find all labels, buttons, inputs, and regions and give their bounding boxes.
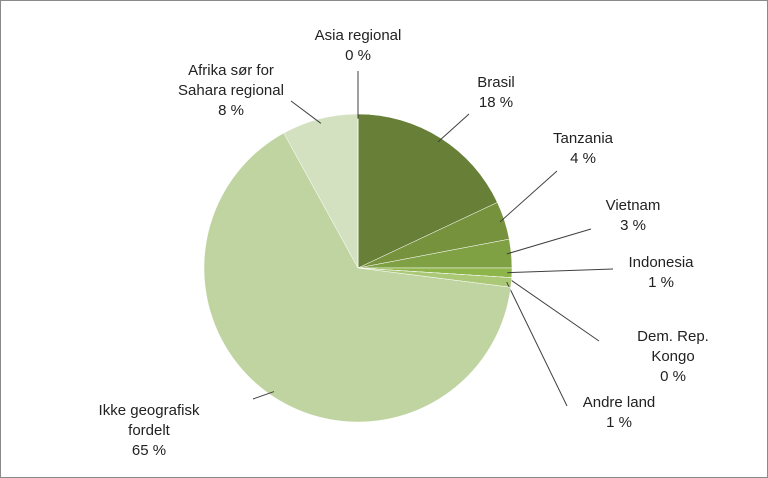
data-label: Indonesia 1 % <box>628 253 693 293</box>
pie-slice <box>203 132 512 423</box>
leader-line <box>506 228 592 255</box>
slice-name: Asia regional <box>314 27 402 44</box>
data-label: Dem. Rep. Kongo 0 % <box>626 327 720 387</box>
slice-name: Ikke geografisk fordelt <box>98 402 200 439</box>
slice-name: Vietnam <box>605 197 661 214</box>
slice-value: 1 % <box>606 414 632 431</box>
data-label: Vietnam 3 % <box>606 196 661 236</box>
slice-value: 8 % <box>218 102 244 119</box>
slice-value: 4 % <box>570 150 596 167</box>
slice-name: Tanzania <box>552 130 614 147</box>
data-label: Afrika sør for Sahara regional 8 % <box>178 61 284 121</box>
leader-line <box>499 170 558 223</box>
slice-name: Dem. Rep. Kongo <box>637 328 709 365</box>
data-label: Tanzania 4 % <box>553 129 613 169</box>
slice-value: 18 % <box>478 94 514 111</box>
leader-line <box>290 100 322 124</box>
slice-value: 3 % <box>620 217 646 234</box>
leader-line <box>507 268 614 274</box>
data-label: Asia regional 0 % <box>315 26 402 66</box>
leader-line <box>437 113 470 143</box>
data-label: Andre land 1 % <box>583 393 656 433</box>
leader-line <box>506 281 568 407</box>
slice-name: Brasil <box>477 74 515 91</box>
slice-value: 0 % <box>660 368 686 385</box>
slice-value: 65 % <box>131 442 167 459</box>
data-label: Ikke geografisk fordelt 65 % <box>99 401 200 461</box>
slice-name: Andre land <box>582 394 656 411</box>
pie-slice <box>357 113 498 269</box>
leader-line <box>506 276 600 342</box>
slice-value: 0 % <box>345 47 371 64</box>
data-label: Brasil 18 % <box>477 73 515 113</box>
slice-name: Afrika sør for Sahara regional <box>178 62 284 99</box>
slice-name: Indonesia <box>628 254 694 271</box>
leader-line <box>252 391 275 400</box>
slice-value: 1 % <box>648 274 674 291</box>
